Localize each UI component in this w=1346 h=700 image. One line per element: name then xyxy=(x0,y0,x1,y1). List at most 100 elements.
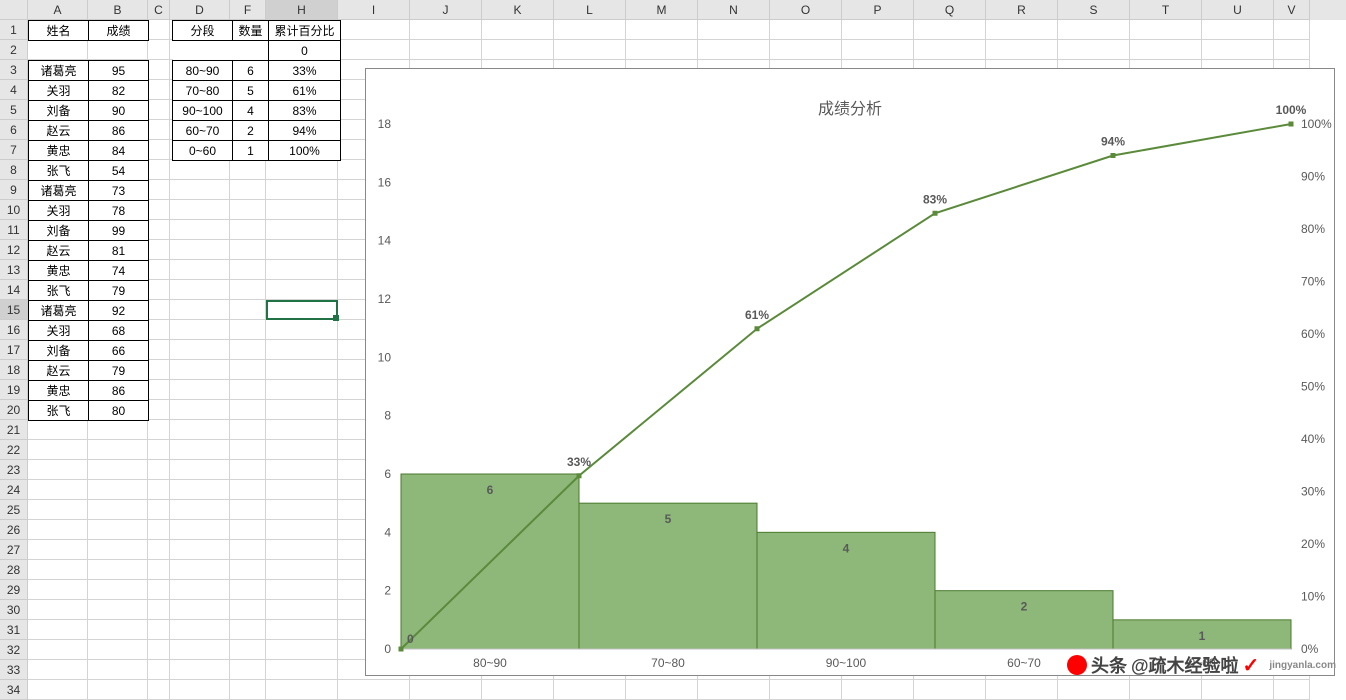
cell[interactable] xyxy=(986,40,1058,60)
summary-zero[interactable]: 0 xyxy=(269,41,341,61)
cell[interactable] xyxy=(1130,20,1202,40)
student-score[interactable]: 80 xyxy=(89,401,149,421)
cell[interactable] xyxy=(28,500,88,520)
cell[interactable] xyxy=(230,380,266,400)
cell[interactable] xyxy=(554,20,626,40)
cell[interactable] xyxy=(266,400,338,420)
col-header-Q[interactable]: Q xyxy=(914,0,986,20)
cell[interactable] xyxy=(1202,680,1274,700)
summary-cell[interactable]: 90~100 xyxy=(173,101,233,121)
cell[interactable] xyxy=(170,680,230,700)
student-name[interactable]: 张飞 xyxy=(29,161,89,181)
row-header-24[interactable]: 24 xyxy=(0,480,28,500)
cell[interactable] xyxy=(170,600,230,620)
pareto-chart[interactable]: 成绩分析0246810121416180%10%20%30%40%50%60%7… xyxy=(365,68,1335,676)
col-header-P[interactable]: P xyxy=(842,0,914,20)
cell[interactable] xyxy=(148,260,170,280)
cell[interactable] xyxy=(170,500,230,520)
cell[interactable] xyxy=(266,180,338,200)
select-all-corner[interactable] xyxy=(0,0,28,20)
student-name[interactable]: 张飞 xyxy=(29,401,89,421)
cell[interactable] xyxy=(170,520,230,540)
cell[interactable] xyxy=(230,460,266,480)
cell[interactable] xyxy=(148,140,170,160)
students-header-name[interactable]: 姓名 xyxy=(29,21,89,41)
cell[interactable] xyxy=(170,620,230,640)
cell[interactable] xyxy=(230,220,266,240)
summary-header-pct[interactable]: 累计百分比 xyxy=(269,21,341,41)
row-header-2[interactable]: 2 xyxy=(0,40,28,60)
cell[interactable] xyxy=(88,480,148,500)
row-header-9[interactable]: 9 xyxy=(0,180,28,200)
cell[interactable] xyxy=(914,20,986,40)
cell[interactable] xyxy=(148,660,170,680)
student-score[interactable]: 73 xyxy=(89,181,149,201)
row-header-31[interactable]: 31 xyxy=(0,620,28,640)
row-header-6[interactable]: 6 xyxy=(0,120,28,140)
row-header-22[interactable]: 22 xyxy=(0,440,28,460)
cell[interactable] xyxy=(1130,680,1202,700)
cell[interactable] xyxy=(1058,40,1130,60)
cell[interactable] xyxy=(698,40,770,60)
cell[interactable] xyxy=(28,440,88,460)
row-header-27[interactable]: 27 xyxy=(0,540,28,560)
cell[interactable] xyxy=(28,460,88,480)
cell[interactable] xyxy=(266,580,338,600)
cell[interactable] xyxy=(230,600,266,620)
row-header-10[interactable]: 10 xyxy=(0,200,28,220)
cell[interactable] xyxy=(266,360,338,380)
student-name[interactable]: 张飞 xyxy=(29,281,89,301)
col-header-I[interactable]: I xyxy=(338,0,410,20)
cell[interactable] xyxy=(170,180,230,200)
col-header-F[interactable]: F xyxy=(230,0,266,20)
cell[interactable] xyxy=(28,520,88,540)
cell[interactable] xyxy=(266,200,338,220)
cell[interactable] xyxy=(266,340,338,360)
summary-cell[interactable]: 60~70 xyxy=(173,121,233,141)
cell[interactable] xyxy=(914,40,986,60)
cell[interactable] xyxy=(266,620,338,640)
cell[interactable] xyxy=(1274,40,1310,60)
cell[interactable] xyxy=(266,660,338,680)
cell[interactable] xyxy=(170,660,230,680)
cell[interactable] xyxy=(88,620,148,640)
cell[interactable] xyxy=(148,460,170,480)
summary-cell[interactable]: 4 xyxy=(233,101,269,121)
student-name[interactable]: 赵云 xyxy=(29,241,89,261)
summary-cell[interactable]: 61% xyxy=(269,81,341,101)
col-header-R[interactable]: R xyxy=(986,0,1058,20)
col-header-N[interactable]: N xyxy=(698,0,770,20)
student-name[interactable]: 刘备 xyxy=(29,101,89,121)
student-score[interactable]: 90 xyxy=(89,101,149,121)
cell[interactable] xyxy=(1058,680,1130,700)
summary-cell[interactable]: 6 xyxy=(233,61,269,81)
cell[interactable] xyxy=(148,360,170,380)
cell[interactable] xyxy=(266,520,338,540)
cell[interactable] xyxy=(28,420,88,440)
cell[interactable] xyxy=(266,300,338,320)
row-header-13[interactable]: 13 xyxy=(0,260,28,280)
cell[interactable] xyxy=(770,20,842,40)
cell[interactable] xyxy=(148,320,170,340)
col-header-K[interactable]: K xyxy=(482,0,554,20)
cell[interactable] xyxy=(230,160,266,180)
cell[interactable] xyxy=(266,680,338,700)
summary-cell[interactable]: 0~60 xyxy=(173,141,233,161)
student-score[interactable]: 79 xyxy=(89,361,149,381)
cell[interactable] xyxy=(230,260,266,280)
cell[interactable] xyxy=(266,480,338,500)
cell[interactable] xyxy=(148,180,170,200)
student-score[interactable]: 66 xyxy=(89,341,149,361)
cell[interactable] xyxy=(986,20,1058,40)
row-header-1[interactable]: 1 xyxy=(0,20,28,40)
cell[interactable] xyxy=(88,520,148,540)
col-header-H[interactable]: H xyxy=(266,0,338,20)
cell[interactable] xyxy=(230,200,266,220)
row-header-34[interactable]: 34 xyxy=(0,680,28,700)
cell[interactable] xyxy=(1058,20,1130,40)
col-header-B[interactable]: B xyxy=(88,0,148,20)
cell[interactable] xyxy=(170,480,230,500)
student-name[interactable]: 赵云 xyxy=(29,361,89,381)
student-score[interactable]: 78 xyxy=(89,201,149,221)
cell[interactable] xyxy=(266,600,338,620)
